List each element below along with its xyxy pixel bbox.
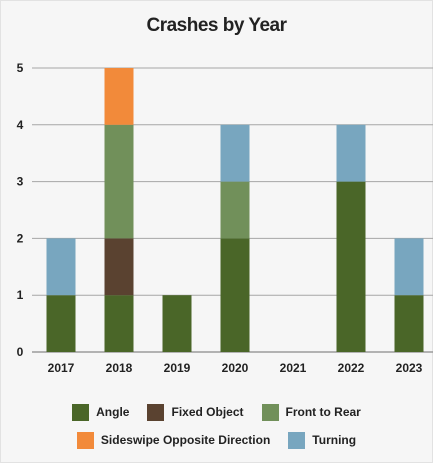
legend-label-front-to-rear: Front to Rear [285, 405, 361, 419]
legend-label-fixed-object: Fixed Object [171, 405, 244, 419]
x-tick-label: 2019 [164, 361, 191, 375]
x-tick-label: 2018 [106, 361, 133, 375]
legend-item-fixed-object: Fixed Object [147, 403, 244, 421]
legend-swatch-sideswipe-opposite-direction [76, 431, 94, 449]
legend-item-turning: Turning [288, 431, 357, 449]
bar-segment-angle [394, 295, 424, 352]
bar-segment-front-to-rear [220, 181, 250, 239]
legend-row-1: Angle Fixed Object Front to Rear [0, 398, 433, 426]
x-tick-label: 2021 [280, 361, 307, 375]
bar-segment-angle [220, 238, 250, 352]
legend-swatch-angle [72, 403, 90, 421]
y-tick-label: 2 [17, 231, 24, 245]
bar-segment-front-to-rear [104, 124, 134, 239]
legend-item-angle: Angle [72, 403, 130, 421]
bar-segment-turning [220, 124, 250, 182]
bar-segment-angle [104, 295, 134, 352]
bar-segment-sideswipe-opposite-direction [104, 68, 134, 125]
chart-title: Crashes by Year [146, 15, 287, 36]
y-tick-label: 1 [17, 288, 24, 302]
bar-segment-fixed-object [104, 238, 134, 296]
bar-segment-angle [162, 295, 192, 352]
x-tick-labels: 2017 2018 2019 2020 2021 2022 2023 [48, 361, 423, 375]
bar-segment-angle [46, 295, 76, 352]
x-tick-label: 2023 [396, 361, 423, 375]
y-tick-label: 3 [17, 175, 24, 189]
legend-swatch-turning [288, 431, 306, 449]
legend-swatch-fixed-object [147, 403, 165, 421]
bar-segment-turning [46, 238, 76, 296]
bar-segment-angle [336, 181, 366, 352]
x-tick-label: 2022 [338, 361, 365, 375]
y-tick-labels: 0 1 2 3 4 5 [17, 61, 24, 359]
bar-segment-turning [394, 238, 424, 296]
legend-row-2: Sideswipe Opposite Direction Turning [0, 426, 433, 454]
legend-item-front-to-rear: Front to Rear [261, 403, 361, 421]
legend-label-sideswipe-opposite-direction: Sideswipe Opposite Direction [100, 433, 271, 447]
legend-label-angle: Angle [96, 405, 130, 419]
legend: Angle Fixed Object Front to Rear Sideswi… [0, 398, 433, 454]
legend-item-sideswipe-opposite-direction: Sideswipe Opposite Direction [76, 431, 271, 449]
bar-segment-turning [336, 124, 366, 182]
x-tick-label: 2017 [48, 361, 75, 375]
y-tick-label: 0 [17, 345, 24, 359]
bars [46, 68, 424, 352]
y-tick-label: 4 [17, 118, 24, 132]
x-tick-label: 2020 [222, 361, 249, 375]
legend-label-turning: Turning [312, 433, 357, 447]
legend-swatch-front-to-rear [261, 403, 279, 421]
y-tick-label: 5 [17, 61, 24, 75]
